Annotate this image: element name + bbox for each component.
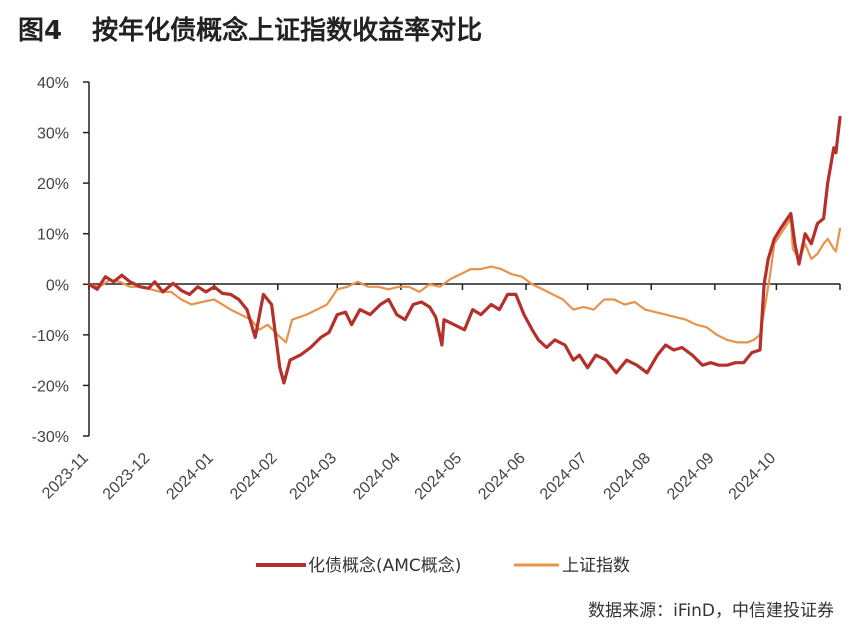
x-tick-label: 2024-05 [412, 450, 466, 504]
x-tick-label: 2023-11 [39, 450, 92, 503]
x-tick-label: 2024-07 [537, 450, 591, 504]
x-tick-label: 2024-10 [726, 450, 780, 504]
y-tick-label: -30% [32, 429, 69, 446]
x-tick-label: 2024-02 [227, 450, 281, 504]
chart-series [87, 115, 842, 385]
y-tick-label: 0% [46, 277, 69, 294]
x-tick-label: 2023-12 [100, 450, 154, 504]
figure-number: 图4 [18, 16, 63, 46]
x-tick-label: 2024-09 [664, 450, 718, 504]
figure-title: 图4 按年化债概念上证指数收益率对比 [18, 10, 482, 47]
x-tick-label: 2024-03 [287, 450, 341, 504]
y-tick-label: 20% [37, 176, 69, 193]
series-line-sse [87, 217, 842, 344]
chart-legend: 化债概念(AMC概念) 上证指数 [256, 555, 630, 576]
y-tick-label: 10% [37, 227, 69, 244]
x-tick-label: 2024-04 [350, 450, 404, 504]
y-tick-label: -20% [32, 378, 69, 395]
source-note: 数据来源：iFinD，中信建投证券 [588, 601, 834, 621]
y-tick-label: 30% [37, 126, 69, 143]
x-tick-label: 2024-08 [601, 450, 655, 504]
figure-title-text: 按年化债概念上证指数收益率对比 [92, 16, 483, 46]
x-tick-label: 2024-06 [475, 450, 529, 504]
legend-label-amc: 化债概念(AMC概念) [308, 555, 461, 576]
y-tick-label: 40% [37, 75, 69, 92]
legend-label-sse: 上证指数 [562, 556, 630, 576]
x-tick-label: 2024-01 [163, 450, 217, 504]
y-tick-label: -10% [32, 328, 69, 345]
series-line-amc [87, 115, 842, 385]
